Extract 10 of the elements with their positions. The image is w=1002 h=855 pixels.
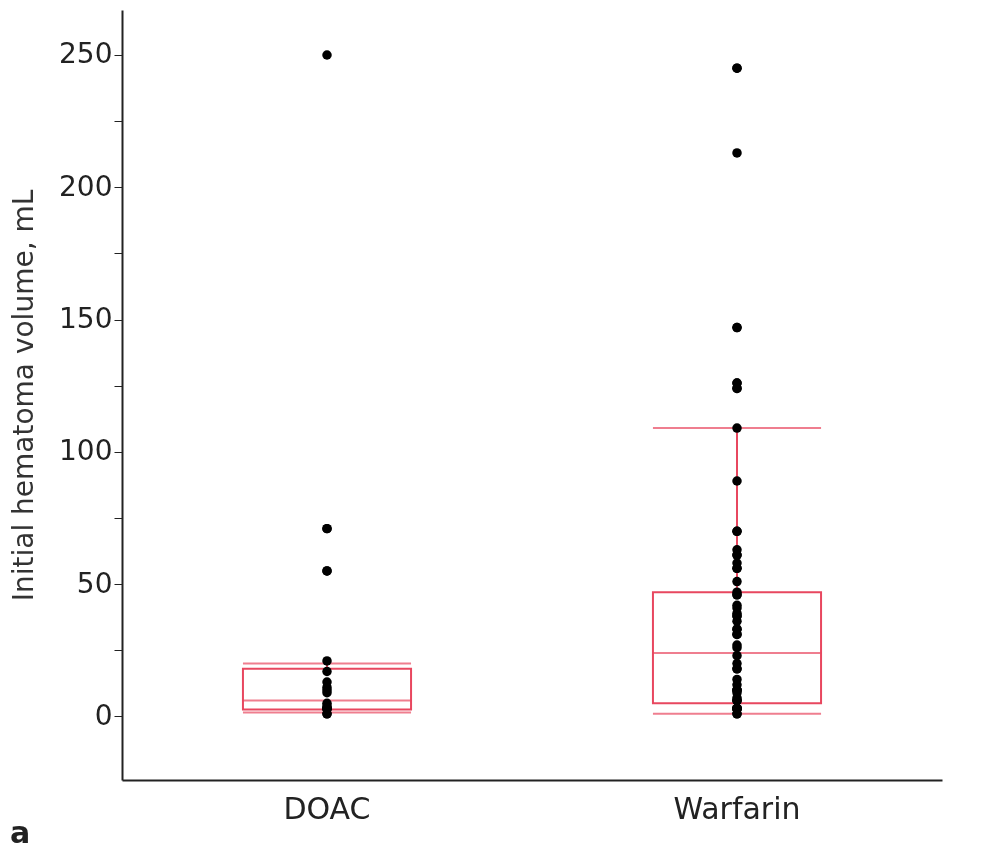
y-tick-label: 100	[59, 434, 113, 468]
text: a	[10, 815, 31, 850]
y-tick-label: 200	[59, 169, 113, 203]
x-tick-label: DOAC	[283, 790, 371, 826]
y-tick-label: 0	[94, 698, 113, 732]
x-tick-label: Warfarin	[673, 790, 801, 826]
y-tick-label: 250	[59, 37, 113, 71]
y-axis-title: Initial hematoma volume, mL	[7, 189, 41, 602]
y-tick-label: 150	[59, 302, 113, 336]
y-tick-label: 50	[76, 566, 113, 600]
